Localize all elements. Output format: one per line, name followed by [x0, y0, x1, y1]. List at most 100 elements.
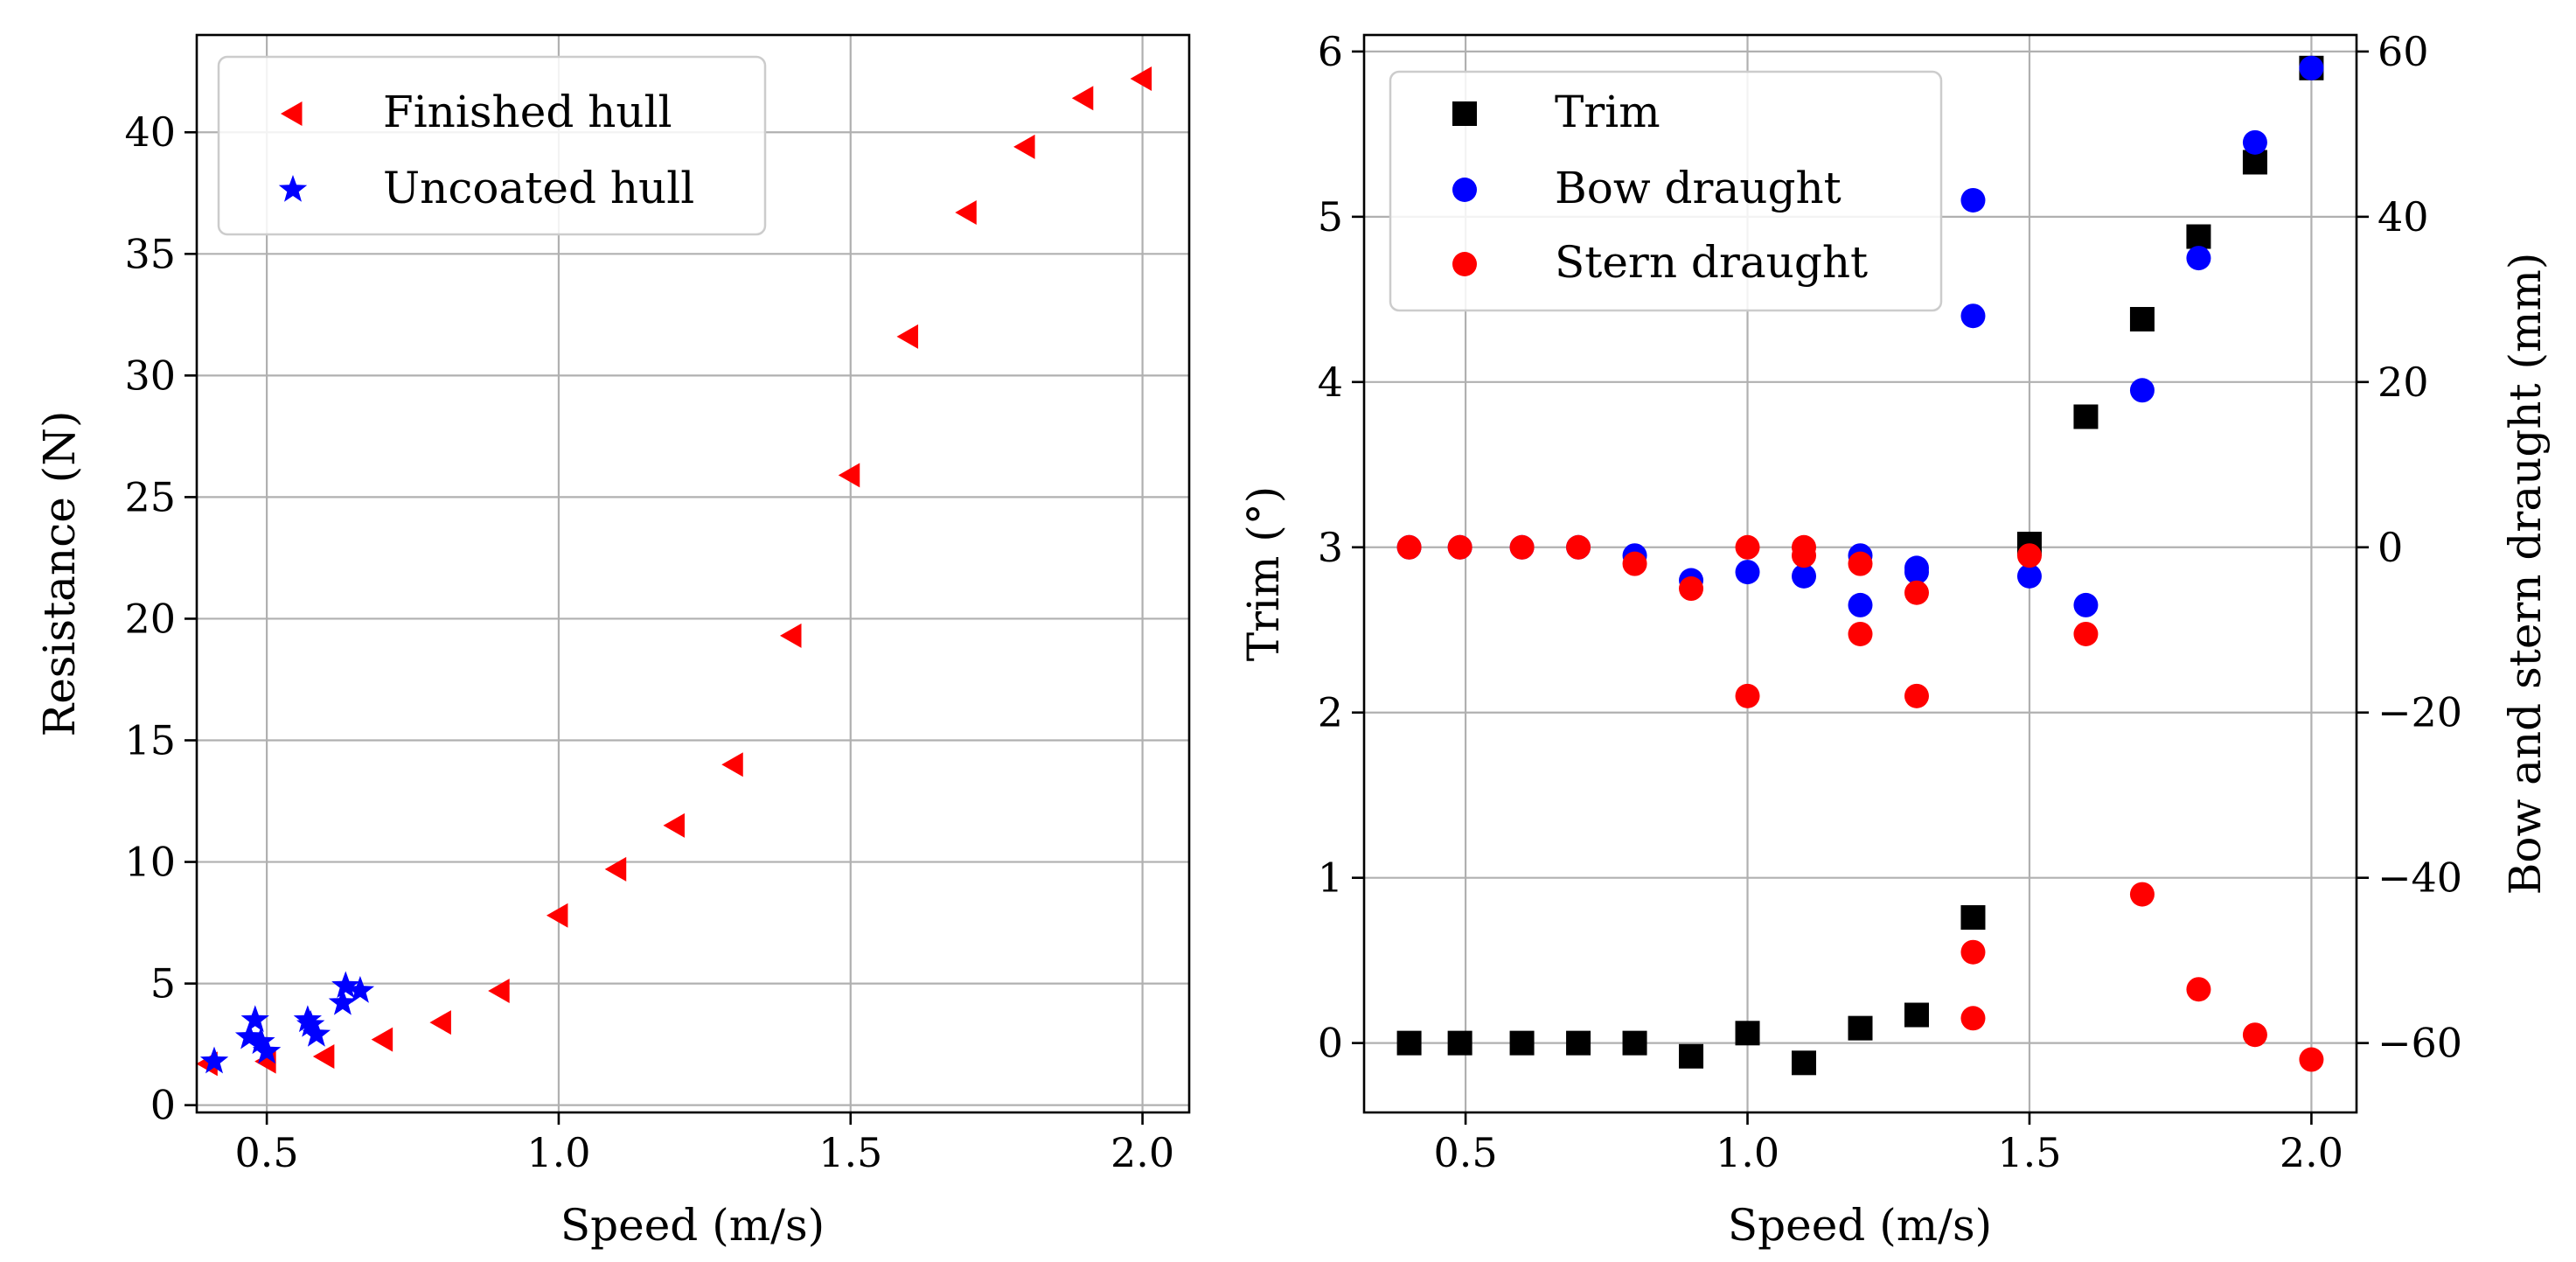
resistance-legend: Finished hull Uncoated hull	[217, 55, 767, 236]
data-point-stern-draught	[1960, 939, 1986, 965]
right-y-tick-label: 5	[1318, 193, 1343, 241]
trim-y-axis-label: Trim (°)	[1238, 486, 1289, 662]
right-y-right-tick-label: −20	[2378, 689, 2462, 736]
resistance-legend-box	[217, 55, 767, 236]
data-point-trim	[1622, 1030, 1647, 1056]
data-point-finished-hull	[1013, 134, 1035, 159]
data-point-stern-draught	[2299, 1047, 2324, 1072]
legend-marker-uncoated-hull	[278, 175, 308, 202]
data-point-stern-draught	[1960, 1006, 1986, 1031]
data-point-trim	[1396, 1030, 1422, 1056]
data-point-bow-draught	[2073, 592, 2099, 617]
data-point-stern-draught	[2242, 1022, 2267, 1048]
data-point-trim	[1848, 1015, 1873, 1041]
data-point-finished-hull	[371, 1027, 393, 1052]
right-y-right-tick-label: −60	[2378, 1020, 2462, 1067]
data-point-uncoated-hull	[247, 1027, 275, 1055]
data-point-uncoated-hull	[345, 975, 375, 1003]
data-point-stern-draught	[1904, 683, 1929, 708]
right-y-right-tick-label: −40	[2378, 854, 2462, 902]
left-x-tick-label: 0.5	[235, 1129, 299, 1176]
data-point-stern-draught	[2129, 882, 2155, 907]
right-y-right-tick-label: 20	[2378, 359, 2429, 406]
trim-legend-box	[1389, 70, 1943, 312]
data-point-stern-draught	[1735, 534, 1760, 560]
left-y-tick-label: 40	[124, 108, 176, 156]
left-y-tick-label: 10	[124, 839, 176, 886]
data-point-uncoated-hull	[240, 1005, 269, 1033]
legend-label-stern-draught: Stern draught	[1555, 237, 1868, 288]
data-point-finished-hull	[429, 1010, 451, 1035]
draught-y-axis-label: Bow and stern draught (mm)	[2500, 253, 2551, 896]
data-point-finished-hull	[721, 752, 743, 777]
right-y-tick-label: 0	[1318, 1020, 1343, 1067]
data-point-bow-draught	[2186, 246, 2211, 271]
left-y-tick-label: 25	[124, 473, 176, 520]
data-point-finished-hull	[780, 623, 802, 648]
legend-label-uncoated-hull: Uncoated hull	[383, 163, 694, 213]
trim-x-axis-label: Speed (m/s)	[1728, 1200, 1992, 1251]
data-point-stern-draught	[2073, 621, 2099, 646]
trim-draught-points	[1396, 55, 2324, 1076]
data-point-trim	[1735, 1021, 1760, 1046]
resistance-chart: 0.5 1.0 1.5 2.0 0 5 10 15 20 25 30 35 40 Speed (m/s)…	[34, 33, 1191, 1251]
data-point-trim	[1509, 1030, 1535, 1056]
data-point-finished-hull	[663, 812, 685, 838]
data-point-stern-draught	[1396, 534, 1422, 560]
trim-legend: Trim Bow draught Stern draught	[1389, 70, 1943, 312]
left-y-tick-label: 5	[150, 960, 176, 1008]
left-x-tick-label: 1.0	[526, 1129, 590, 1176]
legend-label-bow-draught: Bow draught	[1555, 163, 1841, 213]
data-point-finished-hull	[312, 1044, 335, 1070]
data-point-bow-draught	[1792, 563, 1817, 589]
data-point-stern-draught	[1509, 534, 1535, 560]
legend-label-trim: Trim	[1555, 87, 1660, 137]
data-point-stern-draught	[1622, 551, 1647, 576]
data-point-bow-draught	[1960, 187, 1986, 213]
right-x-tick-label: 0.5	[1434, 1129, 1498, 1176]
left-y-tick-label: 30	[124, 352, 176, 399]
data-point-stern-draught	[1447, 534, 1472, 560]
data-point-stern-draught	[1848, 551, 1873, 576]
data-point-stern-draught	[1904, 580, 1929, 605]
data-point-bow-draught	[1848, 592, 1873, 617]
resistance-plot-frame	[195, 33, 1191, 1114]
right-x-tick-label: 1.5	[1997, 1129, 2061, 1176]
left-y-tick-label: 0	[150, 1082, 176, 1129]
data-point-finished-hull	[838, 463, 860, 488]
right-y-right-tick-label: 60	[2378, 28, 2429, 75]
data-point-stern-draught	[1792, 543, 1817, 568]
data-point-bow-draught	[2242, 129, 2267, 155]
data-point-stern-draught	[1679, 576, 1704, 602]
trim-draught-chart: 0.5 1.0 1.5 2.0 0 1 2 3 4 5 6 −60 −40 −20 0 20 40 60 Spee…	[1238, 28, 2551, 1251]
right-y-right-tick-label: 0	[2378, 524, 2403, 571]
data-point-uncoated-hull	[331, 971, 360, 999]
legend-marker-stern-draught	[1452, 252, 1477, 276]
trim-plot-frame	[1362, 33, 2358, 1114]
data-point-trim	[2186, 224, 2211, 249]
data-point-stern-draught	[2186, 977, 2211, 1002]
right-y-right-tick-label: 40	[2378, 193, 2429, 241]
data-point-uncoated-hull	[302, 1020, 331, 1047]
right-x-tick-label: 2.0	[2280, 1129, 2343, 1176]
right-y-tick-label: 4	[1318, 359, 1343, 406]
data-point-uncoated-hull	[296, 1009, 325, 1037]
data-point-finished-hull	[896, 324, 919, 349]
resistance-x-axis-label: Speed (m/s)	[560, 1200, 825, 1251]
resistance-ticks: 0.5 1.0 1.5 2.0 0 5 10 15 20 25 30 35 40	[124, 108, 1174, 1176]
data-point-trim	[1679, 1043, 1704, 1069]
data-point-finished-hull	[1130, 66, 1152, 92]
data-point-trim	[1566, 1030, 1591, 1056]
data-point-finished-hull	[955, 200, 977, 226]
resistance-grid	[197, 35, 1189, 1112]
data-point-bow-draught	[1735, 560, 1760, 585]
data-point-uncoated-hull	[199, 1046, 229, 1074]
data-point-finished-hull	[604, 856, 627, 882]
right-y-tick-label: 6	[1318, 28, 1343, 75]
data-point-bow-draught	[1960, 303, 1986, 329]
data-point-trim	[1904, 1002, 1929, 1028]
legend-marker-trim	[1452, 101, 1477, 126]
data-point-stern-draught	[1735, 683, 1760, 708]
legend-marker-bow-draught	[1452, 178, 1477, 202]
